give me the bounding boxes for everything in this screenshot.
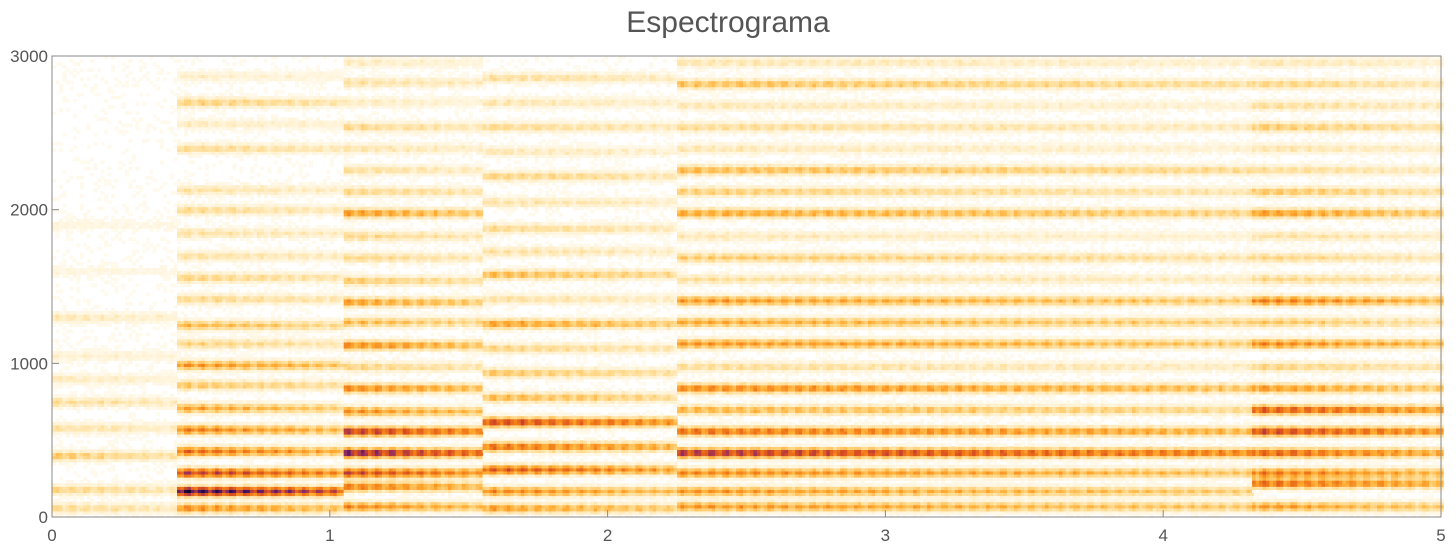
x-tick-label: 4 (1158, 526, 1167, 545)
y-tick-label: 1000 (10, 354, 48, 373)
x-tick-label: 5 (1436, 526, 1445, 545)
y-tick-label: 0 (39, 508, 48, 527)
x-tick-label: 2 (603, 526, 612, 545)
chart-title: Espectrograma (0, 6, 1456, 40)
x-tick-label: 3 (881, 526, 890, 545)
y-tick-label: 2000 (10, 201, 48, 220)
y-tick-label: 3000 (10, 47, 48, 66)
x-tick-label: 1 (325, 526, 334, 545)
x-tick-label: 0 (47, 526, 56, 545)
axes: 0 1 2 3 4 5 0 1000 2000 3000 (10, 47, 1446, 545)
heatmap-cells (52, 56, 1444, 518)
plot-frame (51, 55, 1442, 518)
